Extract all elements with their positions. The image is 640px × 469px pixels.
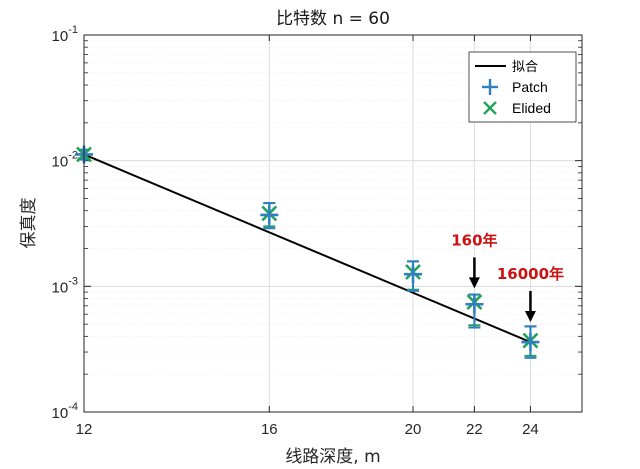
annotation-label: 16000年 [497,265,564,283]
legend-patch-label: Patch [512,79,548,95]
y-tick-label: 10-3 [52,275,78,296]
chart-title: 比特数 n = 60 [276,9,390,29]
x-tick-label: 22 [466,421,483,438]
x-tick-label: 24 [522,421,539,438]
y-tick-label: 10-1 [52,24,78,45]
x-tick-label: 16 [261,421,278,438]
x-tick-label: 12 [76,421,93,438]
x-axis-label: 线路深度, m [285,447,380,467]
legend-patch-marker [482,79,498,95]
legend-elided-marker [483,101,497,115]
annotation-1: 16000年 [497,265,564,322]
y-axis-label: 保真度 [19,198,39,249]
legend-elided-label: Elided [512,100,551,116]
patch-point [465,295,484,314]
annotation-label: 160年 [451,231,497,249]
plot-frame [83,34,583,413]
patch-point [521,333,540,352]
legend: 拟合 Patch Elided [468,51,577,123]
patch-point [260,205,279,224]
y-tick-label: 10-2 [52,150,78,171]
legend-fit-label: 拟合 [512,60,538,75]
annotation-arrowhead [524,310,536,322]
annotation-0: 160年 [451,231,498,289]
patch-point [404,265,423,284]
x-tick-label: 20 [405,421,422,438]
grid [83,35,582,413]
fit-line [83,153,531,344]
y-tick-label: 10-4 [52,401,78,422]
annotation-arrowhead [468,277,480,289]
axis-ticks: 12 16 20 22 24 10-4 10-3 10-2 10-1 [52,24,582,438]
